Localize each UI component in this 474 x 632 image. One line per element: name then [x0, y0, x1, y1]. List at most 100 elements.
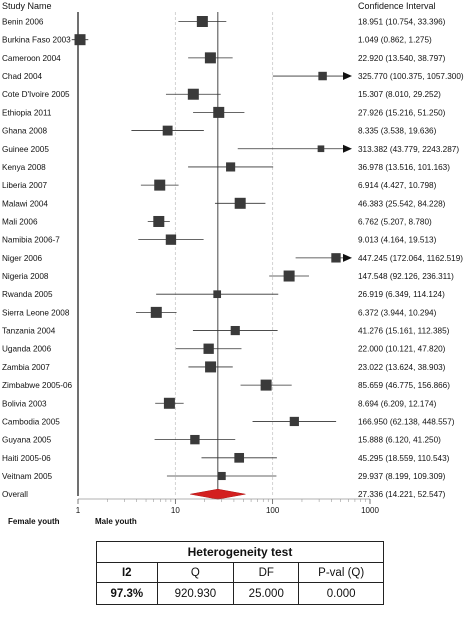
- tick-label: 10: [171, 506, 180, 515]
- study-row: Benin 2006 18.951 (10.754, 33.396): [2, 16, 446, 27]
- estimate-marker: [217, 471, 226, 481]
- study-name: Burkina Faso 2003: [2, 36, 71, 45]
- study-row: Namibia 2006-7 9.013 (4.164, 19.513): [2, 234, 437, 245]
- study-name: Nigeria 2008: [2, 272, 49, 281]
- estimate-marker: [283, 270, 295, 282]
- study-row: Bolivia 2003 8.694 (6.209, 12.174): [2, 397, 437, 409]
- estimate-marker: [74, 34, 86, 46]
- study-name: Cote D'Ivoire 2005: [2, 90, 70, 99]
- study-row: Liberia 2007 6.914 (4.427, 10.798): [2, 179, 437, 191]
- study-name: Guinee 2005: [2, 145, 49, 154]
- ci-value: 18.951 (10.754, 33.396): [358, 18, 446, 27]
- estimate-marker: [331, 253, 341, 263]
- ci-value: 147.548 (92.126, 236.311): [358, 272, 454, 281]
- estimate-marker: [205, 361, 217, 373]
- ci-value: 29.937 (8.199, 109.309): [358, 472, 446, 481]
- tick-label: 1000: [361, 506, 379, 515]
- estimate-marker: [317, 145, 325, 153]
- study-name: Sierra Leone 2008: [2, 308, 70, 317]
- estimate-marker: [196, 16, 208, 27]
- ci-value: 26.919 (6.349, 114.124): [358, 290, 445, 299]
- estimate-marker: [190, 434, 200, 445]
- ci-value: 23.022 (13.624, 38.903): [358, 363, 446, 372]
- study-row: Malawi 2004 46.383 (25.542, 84.228): [2, 197, 446, 209]
- tick-label: 100: [266, 506, 280, 515]
- gridlines: [77, 12, 274, 496]
- ci-value: 8.335 (3.538, 19.636): [358, 127, 437, 136]
- study-row: Tanzania 2004 41.276 (15.161, 112.385): [2, 325, 450, 336]
- ci-value: 27.336 (14.221, 52.547): [358, 490, 446, 499]
- study-rows: Benin 2006 18.951 (10.754, 33.396) Burkina…: [2, 16, 464, 500]
- study-row: Uganda 2006 22.000 (10.121, 47.820): [2, 343, 446, 354]
- estimate-marker: [187, 88, 199, 100]
- estimate-marker: [203, 343, 214, 354]
- study-row: Burkina Faso 2003 1.049 (0.862, 1.275): [2, 34, 432, 46]
- study-row: Cambodia 2005 166.950 (62.138, 448.557): [2, 416, 455, 427]
- study-name: Zimbabwe 2005-06: [2, 381, 73, 390]
- ci-value: 85.659 (46.775, 156.866): [358, 381, 450, 390]
- study-name: Bolivia 2003: [2, 399, 47, 408]
- study-row: Guinee 2005 313.382 (43.779, 2243.287): [2, 144, 459, 154]
- study-name: Rwanda 2005: [2, 290, 53, 299]
- ci-value: 22.920 (13.540, 38.797): [358, 54, 446, 63]
- study-name: Uganda 2006: [2, 345, 52, 354]
- study-name: Tanzania 2004: [2, 327, 56, 336]
- study-row: Haiti 2005-06 45.295 (18.559, 110.543): [2, 452, 450, 463]
- study-row: Zambia 2007 23.022 (13.624, 38.903): [2, 361, 446, 373]
- male-youth-label: Male youth: [95, 517, 137, 526]
- study-row: Chad 2004 325.770 (100.375, 1057.300): [2, 71, 464, 81]
- study-name: Ghana 2008: [2, 127, 48, 136]
- tick-label: 1: [76, 506, 81, 515]
- study-name: Haiti 2005-06: [2, 454, 51, 463]
- study-name: Cameroon 2004: [2, 54, 61, 63]
- study-name: Benin 2006: [2, 18, 44, 27]
- study-row: Sierra Leone 2008 6.372 (3.944, 10.294): [2, 306, 437, 318]
- study-row: Cote D'Ivoire 2005 15.307 (8.010, 29.252): [2, 88, 441, 100]
- study-row: Zimbabwe 2005-06 85.659 (46.775, 156.866): [2, 379, 450, 391]
- overall-row: Overall 27.336 (14.221, 52.547): [2, 488, 446, 500]
- ci-value: 313.382 (43.779, 2243.287): [358, 145, 459, 154]
- ci-value: 6.914 (4.427, 10.798): [358, 181, 437, 190]
- overall-diamond: [190, 488, 246, 500]
- study-row: Veitnam 2005 29.937 (8.199, 109.309): [2, 471, 446, 481]
- ci-value: 46.383 (25.542, 84.228): [358, 199, 446, 208]
- ci-value: 6.372 (3.944, 10.294): [358, 308, 437, 317]
- ci-value: 22.000 (10.121, 47.820): [358, 345, 446, 354]
- study-name: Veitnam 2005: [2, 472, 53, 481]
- estimate-marker: [163, 397, 175, 409]
- estimate-marker: [213, 290, 222, 299]
- study-row: Mali 2006 6.762 (5.207, 8.780): [2, 215, 432, 227]
- ci-arrow: [343, 144, 352, 153]
- value-i2: 97.3%: [96, 582, 158, 605]
- x-axis: 1 10 100 1000: [76, 498, 379, 515]
- study-name: Niger 2006: [2, 254, 43, 263]
- estimate-marker: [234, 452, 245, 463]
- ci-value: 325.770 (100.375, 1057.300): [358, 72, 464, 81]
- ci-value: 6.762 (5.207, 8.780): [358, 217, 432, 226]
- ci-value: 41.276 (15.161, 112.385): [358, 327, 450, 336]
- estimate-marker: [226, 162, 236, 172]
- ci-arrow: [343, 72, 352, 81]
- study-name: Mali 2006: [2, 217, 38, 226]
- study-name: Zambia 2007: [2, 363, 50, 372]
- value-pval: 0.000: [298, 582, 384, 605]
- estimate-marker: [318, 71, 327, 81]
- estimate-marker: [213, 106, 225, 118]
- female-youth-label: Female youth: [8, 517, 60, 526]
- study-name: Namibia 2006-7: [2, 236, 60, 245]
- ci-value: 447.245 (172.064, 1162.519): [358, 254, 463, 263]
- study-name: Guyana 2005: [2, 436, 52, 445]
- study-name: Liberia 2007: [2, 181, 48, 190]
- study-row: Ethiopia 2011 27.926 (15.216, 51.250): [2, 106, 446, 118]
- estimate-marker: [260, 379, 272, 391]
- study-row: Guyana 2005 15.888 (6.120, 41.250): [2, 434, 441, 445]
- ci-value: 8.694 (6.209, 12.174): [358, 399, 437, 408]
- study-row: Nigeria 2008 147.548 (92.126, 236.311): [2, 270, 454, 282]
- study-row: Niger 2006 447.245 (172.064, 1162.519): [2, 253, 463, 263]
- study-row: Ghana 2008 8.335 (3.538, 19.636): [2, 125, 437, 136]
- heterogeneity-title: Heterogeneity test: [96, 541, 384, 563]
- heterogeneity-table: Heterogeneity test I2 Q DF P-val (Q) 97.…: [96, 541, 384, 605]
- ci-value: 166.950 (62.138, 448.557): [358, 417, 455, 426]
- estimate-marker: [289, 416, 299, 427]
- forest-plot: Study Name Confidence Interval Benin 200…: [2, 1, 464, 526]
